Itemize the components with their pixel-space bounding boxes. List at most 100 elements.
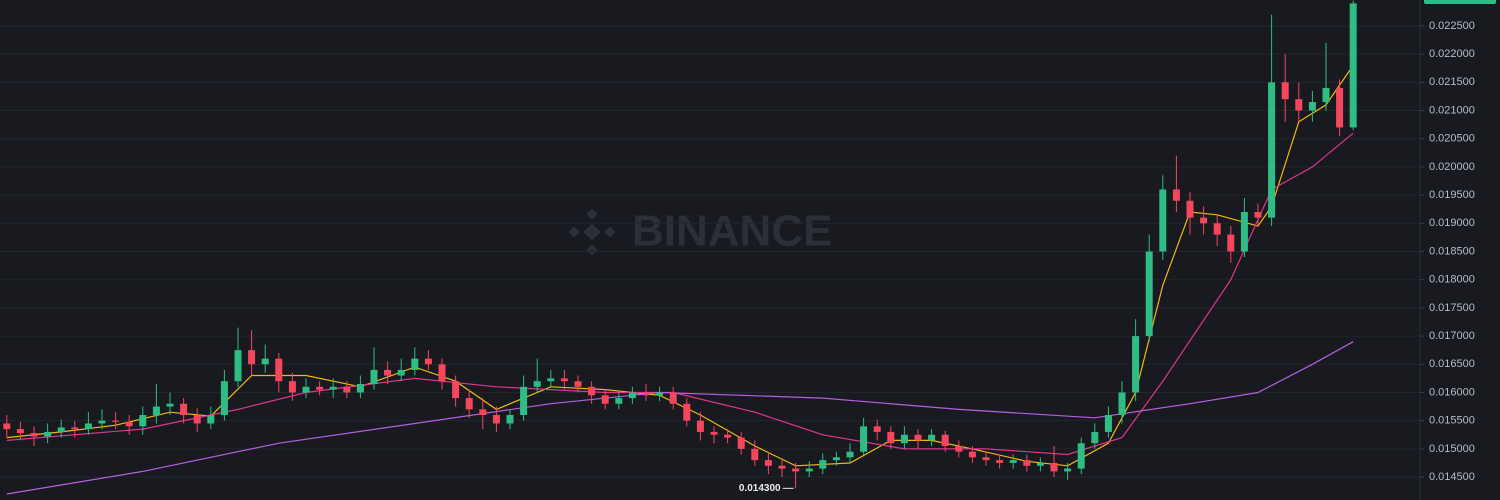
candle-body — [16, 429, 24, 434]
candle-body — [397, 369, 405, 376]
candle-body — [139, 415, 147, 427]
candle-body — [84, 423, 92, 430]
candle-body — [669, 392, 677, 404]
candle-body — [424, 358, 432, 365]
candle-body — [1227, 234, 1235, 252]
candle-body — [941, 434, 949, 447]
candle-body — [1172, 189, 1180, 201]
candle-body — [560, 378, 568, 382]
candle-body — [792, 468, 800, 472]
candle-body — [261, 358, 269, 365]
candle-body — [778, 465, 786, 469]
candle-body — [982, 457, 990, 461]
candles: 0.014300 — [3, 0, 1357, 494]
candle-body — [1145, 251, 1153, 337]
y-tick-label: 0.022000 — [1429, 48, 1475, 60]
candle-body — [696, 420, 704, 432]
candle-body — [1091, 431, 1099, 444]
candle-body — [520, 386, 528, 416]
candle-body — [1240, 212, 1248, 252]
candle-body — [1118, 392, 1126, 416]
candle-body — [384, 369, 392, 376]
candle-body — [900, 434, 908, 444]
candle-body — [1295, 99, 1303, 111]
y-tick-label: 0.021000 — [1429, 104, 1475, 116]
candle-body — [1322, 87, 1330, 103]
candle-body — [1349, 3, 1357, 128]
candle-body — [57, 427, 65, 432]
candle-body — [1213, 223, 1221, 235]
price-axis: 0.014500 0.015000 0.015500 0.016000 0.016500… — [1419, 0, 1475, 500]
candle-body — [588, 386, 596, 396]
candle-body — [98, 420, 106, 424]
candle-body — [1104, 415, 1112, 432]
watermark-text: BINANCE — [632, 207, 832, 256]
candle-body — [1132, 336, 1140, 393]
candle-body — [180, 403, 188, 416]
candle-body — [996, 460, 1004, 463]
candle-body — [248, 350, 256, 365]
candle-body — [220, 381, 228, 416]
candle-body — [288, 381, 296, 393]
candle-body — [533, 381, 541, 387]
candle-body — [343, 386, 351, 393]
candle-body — [479, 409, 487, 416]
y-tick-label: 0.017000 — [1429, 330, 1475, 342]
candle-body — [805, 468, 813, 472]
candle-body — [125, 421, 133, 427]
candle-body — [1186, 200, 1194, 218]
candle-body — [166, 403, 174, 407]
candle-body — [193, 415, 201, 424]
candle-body — [302, 386, 310, 393]
y-tick-label: 0.019500 — [1429, 189, 1475, 201]
y-tick-label: 0.019000 — [1429, 217, 1475, 229]
candle-body — [492, 415, 500, 424]
candle-body — [1268, 82, 1276, 218]
candle-body — [234, 350, 242, 382]
candle-body — [547, 378, 555, 382]
moving-average-line — [6, 341, 1354, 495]
candle-body — [71, 427, 79, 430]
candle-body — [1336, 87, 1344, 128]
y-tick-label: 0.022500 — [1429, 20, 1475, 32]
current-price-tag — [1424, 0, 1496, 4]
grid — [0, 25, 1420, 478]
candle-body — [656, 392, 664, 396]
candle-body — [356, 384, 364, 393]
y-tick-label: 0.020000 — [1429, 161, 1475, 173]
y-tick-label: 0.016000 — [1429, 386, 1475, 398]
candle-body — [1009, 460, 1017, 463]
candle-body — [873, 426, 881, 432]
candle-body — [275, 358, 283, 382]
candle-body — [968, 451, 976, 458]
candle-body — [452, 381, 460, 399]
y-tick-label: 0.021500 — [1429, 76, 1475, 88]
candle-body — [710, 431, 718, 435]
candle-body — [887, 431, 895, 444]
candle-body — [751, 448, 759, 461]
candle-body — [928, 434, 936, 441]
candle-body — [438, 364, 446, 382]
y-tick-label: 0.016500 — [1429, 358, 1475, 370]
y-tick-label: 0.020500 — [1429, 133, 1475, 145]
candle-body — [1050, 462, 1058, 472]
candle-body — [683, 403, 691, 421]
candle-body — [1254, 212, 1262, 218]
candle-body — [846, 451, 854, 458]
candle-body — [764, 460, 772, 466]
candle-body — [914, 434, 922, 441]
candle-body — [1308, 102, 1316, 111]
candle-body — [615, 398, 623, 404]
candle-body — [955, 446, 963, 452]
candle-body — [411, 358, 419, 370]
candle-body — [574, 381, 582, 387]
candle-body — [860, 426, 868, 452]
y-tick-label: 0.018500 — [1429, 245, 1475, 257]
candle-body — [1200, 217, 1208, 224]
candle-body — [832, 457, 840, 461]
candle-body — [819, 460, 827, 469]
y-tick-label: 0.017500 — [1429, 302, 1475, 314]
